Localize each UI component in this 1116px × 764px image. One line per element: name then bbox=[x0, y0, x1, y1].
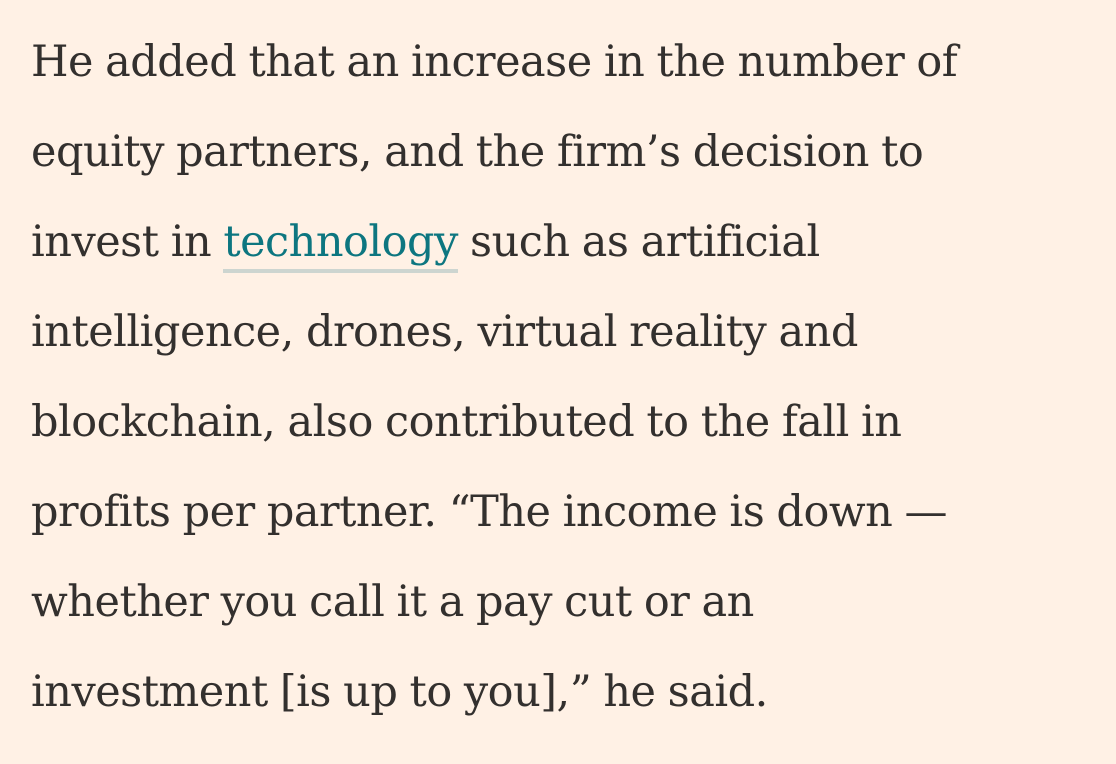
text-line: profits per partner. “The income is down… bbox=[31, 487, 948, 537]
text-line: He added that an increase in the number … bbox=[31, 37, 958, 87]
text-segment: invest in bbox=[31, 217, 224, 267]
paragraph: He added that an increase in the number … bbox=[31, 17, 1101, 737]
text-line: whether you call it a pay cut or an bbox=[31, 577, 754, 627]
text-line: blockchain, also contributed to the fall… bbox=[31, 397, 902, 447]
text-line: equity partners, and the firm’s decision… bbox=[31, 127, 924, 177]
text-segment: such as artificial bbox=[457, 217, 820, 267]
text-line-with-link: invest in technology such as artificial bbox=[31, 197, 1101, 287]
text-line: intelligence, drones, virtual reality an… bbox=[31, 307, 858, 357]
article-body: He added that an increase in the number … bbox=[31, 17, 1101, 737]
technology-link[interactable]: technology bbox=[223, 217, 458, 273]
text-line: investment [is up to you],” he said. bbox=[31, 667, 768, 717]
